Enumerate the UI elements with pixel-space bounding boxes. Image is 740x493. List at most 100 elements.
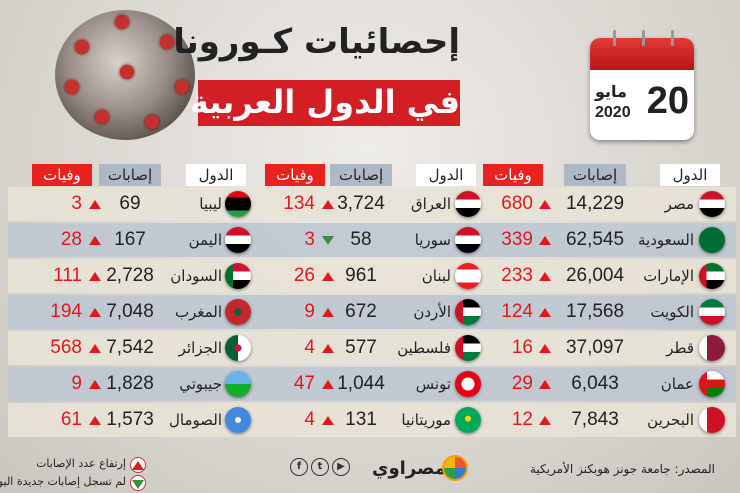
- cases-value: 14,229: [565, 193, 625, 214]
- cases-value: 62,545: [565, 229, 625, 250]
- country-name: اليمن: [188, 231, 222, 249]
- trend-up-icon: [322, 344, 334, 353]
- deaths-value: 4: [304, 409, 315, 430]
- uae-flag-icon: [699, 263, 725, 289]
- row-band: [8, 367, 736, 401]
- somalia-flag-icon: [225, 407, 251, 433]
- qatar-flag-icon: [699, 335, 725, 361]
- twitter-icon[interactable]: t: [311, 458, 329, 476]
- legend-up-label: إرتفاع عدد الإصابات: [36, 457, 126, 470]
- trend-up-icon: [89, 380, 101, 389]
- legend-down-icon: [130, 475, 146, 491]
- table-row: السعودية 62,545 339: [470, 223, 735, 257]
- trend-up-icon: [89, 272, 101, 281]
- table-row: ليبيا 69 3: [10, 187, 275, 221]
- table-row: عمان 6,043 29: [470, 367, 735, 401]
- country-name: البحرين: [647, 411, 694, 429]
- country-name: عمان: [660, 375, 694, 393]
- legend-down-label: لم تسجل إصابات جديدة اليوم: [0, 475, 126, 488]
- row-band: [8, 187, 736, 221]
- cases-value: 1,044: [337, 373, 385, 394]
- trend-up-icon: [322, 308, 334, 317]
- header-country: الدول: [186, 164, 246, 186]
- header-deaths: وفيات: [32, 164, 92, 186]
- trend-up-icon: [539, 200, 551, 209]
- syria-flag-icon: [455, 227, 481, 253]
- table-row: المغرب 7,048 194: [10, 295, 275, 329]
- facebook-icon[interactable]: f: [290, 458, 308, 476]
- brand-logo: [442, 455, 468, 481]
- row-band: [8, 259, 736, 293]
- morocco-flag-icon: [225, 299, 251, 325]
- table-row: الإمارات 26,004 233: [470, 259, 735, 293]
- trend-up-icon: [89, 344, 101, 353]
- youtube-icon[interactable]: ▶: [332, 458, 350, 476]
- deaths-value: 26: [293, 265, 315, 286]
- country-name: سوريا: [414, 231, 451, 249]
- row-band: [8, 223, 736, 257]
- source-text: المصدر: جامعة جونز هوبكنز الأمريكية: [529, 462, 715, 476]
- country-name: فلسطين: [397, 339, 451, 357]
- country-name: السعودية: [637, 231, 694, 249]
- country-name: جيبوتي: [179, 375, 222, 393]
- table-row: اليمن 167 28: [10, 223, 275, 257]
- deaths-value: 9: [304, 301, 315, 322]
- country-name: الجزائر: [178, 339, 222, 357]
- table-row: العراق 3,724 134: [243, 187, 508, 221]
- trend-up-icon: [539, 308, 551, 317]
- table-row: الأردن 672 9: [243, 295, 508, 329]
- legend-up-icon: [130, 457, 146, 473]
- country-name: الأردن: [413, 303, 451, 321]
- djibouti-flag-icon: [225, 371, 251, 397]
- trend-up-icon: [322, 416, 334, 425]
- table-row: الجزائر 7,542 568: [10, 331, 275, 365]
- cases-value: 1,573: [106, 409, 154, 430]
- deaths-value: 29: [511, 373, 533, 394]
- deaths-value: 61: [60, 409, 82, 430]
- trend-up-icon: [539, 380, 551, 389]
- country-name: الإمارات: [643, 267, 694, 285]
- table-row: مصر 14,229 680: [470, 187, 735, 221]
- deaths-value: 194: [50, 301, 82, 322]
- trend-up-icon: [89, 200, 101, 209]
- brand-name: مصراوي: [372, 458, 446, 479]
- deaths-value: 9: [71, 373, 82, 394]
- calendar-day: 20: [646, 80, 689, 122]
- deaths-value: 568: [50, 337, 82, 358]
- cases-value: 3,724: [337, 193, 385, 214]
- country-name: لبنان: [421, 267, 451, 285]
- cases-value: 167: [114, 229, 146, 250]
- cases-value: 131: [345, 409, 377, 430]
- deaths-value: 111: [53, 265, 82, 286]
- country-table-2: الدول إصابات وفيات العراق 3,724 134 سوريا …: [243, 160, 508, 445]
- deaths-value: 28: [60, 229, 82, 250]
- header-cases: إصابات: [99, 164, 161, 186]
- title-line-1: إحصائيات كـورونا: [173, 22, 460, 62]
- cases-value: 672: [345, 301, 377, 322]
- header-country: الدول: [416, 164, 476, 186]
- table-row: الصومال 1,573 61: [10, 403, 275, 437]
- table-row: البحرين 7,843 12: [470, 403, 735, 437]
- country-name: قطر: [666, 339, 694, 357]
- cases-value: 6,043: [571, 373, 619, 394]
- trend-up-icon: [89, 308, 101, 317]
- egypt-flag-icon: [699, 191, 725, 217]
- table-row: موريتانيا 131 4: [243, 403, 508, 437]
- palestine-flag-icon: [455, 335, 481, 361]
- trend-up-icon: [539, 344, 551, 353]
- country-name: الكويت: [650, 303, 694, 321]
- country-name: المغرب: [174, 303, 222, 321]
- deaths-value: 124: [501, 301, 533, 322]
- cases-value: 58: [350, 229, 372, 250]
- cases-value: 1,828: [106, 373, 154, 394]
- libya-flag-icon: [225, 191, 251, 217]
- trend-up-icon: [89, 236, 101, 245]
- country-name: العراق: [410, 195, 451, 213]
- trend-up-icon: [322, 272, 334, 281]
- row-band: [8, 403, 736, 437]
- header-deaths: وفيات: [265, 164, 325, 186]
- row-band: [8, 331, 736, 365]
- header-deaths: وفيات: [483, 164, 543, 186]
- deaths-value: 12: [511, 409, 533, 430]
- table-row: لبنان 961 26: [243, 259, 508, 293]
